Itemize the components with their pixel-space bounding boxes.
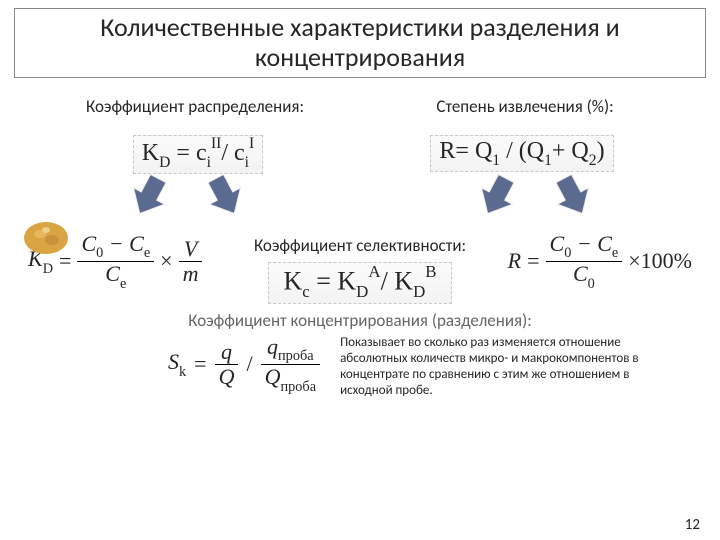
left-column: Коэффициент распределения: [30, 96, 360, 131]
page-title: Количественные характеристики разделения… [23, 13, 697, 73]
right-column: Степень извлечения (%): [360, 96, 690, 131]
bottom-row: Sk= qQ / qпробаQпроба Показывает во скол… [0, 335, 720, 400]
arrow-icon [542, 165, 603, 225]
left-label: Коэффициент распределения: [86, 96, 304, 117]
sk-formula: Sk= qQ / qпробаQпроба [168, 335, 320, 394]
arrow-icon [194, 165, 255, 225]
kc-formula: Kc = KDA/ KDB [268, 262, 451, 304]
r-formula: R= Q1 / (Q1+ Q2) [430, 135, 613, 172]
concentration-label: Коэффициент концентрирования (разделения… [0, 310, 720, 331]
sk-description: Показывает во сколько раз изменяется отн… [340, 335, 640, 400]
arrow-icon [118, 165, 179, 225]
formula-row-1: KD = ciII/ ciI R= Q1 / (Q1+ Q2) [0, 135, 720, 174]
kd-formula: KD = ciII/ ciI [133, 135, 263, 174]
r-big-formula: R= C0 − CeC0 ×100% [508, 232, 692, 291]
labels-row: Коэффициент распределения: Степень извле… [0, 96, 720, 131]
title-box: Количественные характеристики разделения… [14, 8, 706, 78]
arrow-icon [466, 165, 527, 225]
arrows-area [30, 174, 690, 228]
right-label: Степень извлечения (%): [436, 96, 613, 117]
page-number: 12 [685, 516, 700, 534]
